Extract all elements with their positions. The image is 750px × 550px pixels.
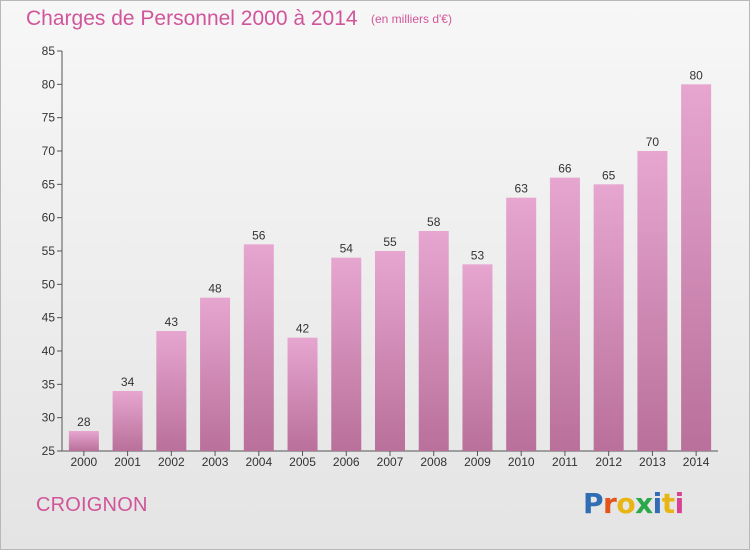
x-tick-label: 2001 (114, 455, 141, 469)
logo-letter: x (635, 487, 653, 520)
bar-2003[interactable] (200, 297, 231, 451)
x-tick-label: 2008 (420, 455, 447, 469)
logo-letter: o (616, 487, 636, 520)
logo-letter: P (583, 487, 604, 520)
x-tick-label: 2014 (683, 455, 710, 469)
data-label-2006: 54 (340, 242, 354, 256)
bar-2013[interactable] (637, 151, 668, 451)
x-tick-label: 2003 (202, 455, 229, 469)
y-tick-label: 70 (42, 144, 56, 158)
bar-2008[interactable] (418, 231, 449, 451)
x-tick-label: 2012 (595, 455, 622, 469)
y-tick-label: 45 (42, 311, 56, 325)
x-tick-label: 2009 (464, 455, 491, 469)
bar-2009[interactable] (462, 264, 493, 451)
chart-subtitle: (en milliers d'€) (371, 12, 452, 26)
y-tick-label: 40 (42, 344, 56, 358)
data-label-2003: 48 (208, 282, 222, 296)
data-label-2012: 65 (602, 168, 616, 182)
data-label-2014: 80 (689, 68, 703, 82)
bar-2000[interactable] (68, 431, 99, 451)
y-tick-label: 60 (42, 211, 56, 225)
chart-title: Charges de Personnel 2000 à 2014 (26, 7, 358, 30)
data-label-2005: 42 (296, 322, 310, 336)
data-label-2001: 34 (121, 375, 135, 389)
y-tick-label: 50 (42, 277, 56, 291)
data-label-2004: 56 (252, 228, 266, 242)
data-label-2011: 66 (558, 162, 572, 176)
data-label-2009: 53 (471, 248, 485, 262)
bar-2006[interactable] (331, 257, 362, 451)
logo-letter: i (674, 487, 685, 520)
y-tick-label: 30 (42, 411, 56, 425)
bar-2011[interactable] (549, 177, 580, 451)
logo-letter: i (652, 487, 663, 520)
logo-letter: r (603, 487, 617, 520)
bar-2010[interactable] (506, 197, 537, 451)
bar-2014[interactable] (681, 84, 712, 451)
y-tick-label: 75 (42, 111, 56, 125)
x-tick-label: 2011 (552, 455, 578, 469)
data-label-2008: 58 (427, 215, 441, 229)
x-tick-label: 2002 (158, 455, 185, 469)
y-tick-label: 85 (42, 44, 56, 58)
data-label-2007: 55 (383, 235, 397, 249)
x-tick-label: 2006 (333, 455, 360, 469)
data-label-2000: 28 (77, 415, 91, 429)
x-tick-label: 2004 (245, 455, 272, 469)
x-tick-label: 2007 (377, 455, 404, 469)
data-label-2013: 70 (646, 135, 660, 149)
logo-letter: t (661, 487, 675, 520)
bar-2007[interactable] (375, 251, 405, 451)
y-tick-label: 25 (42, 444, 56, 458)
bar-2002[interactable] (156, 331, 187, 451)
y-tick-label: 65 (42, 177, 56, 191)
bar-2005[interactable] (287, 337, 318, 451)
data-label-2010: 63 (515, 182, 529, 196)
data-label-2002: 43 (165, 315, 179, 329)
bar-2001[interactable] (112, 391, 143, 451)
y-tick-label: 55 (42, 244, 56, 258)
x-tick-label: 2013 (639, 455, 666, 469)
x-tick-label: 2005 (289, 455, 316, 469)
y-tick-label: 80 (42, 77, 56, 91)
proxiti-logo[interactable]: Proxiti (583, 487, 684, 520)
commune-name: CROIGNON (36, 494, 148, 516)
bar-2012[interactable] (593, 184, 624, 452)
y-tick-label: 35 (42, 377, 56, 391)
x-tick-label: 2000 (71, 455, 98, 469)
bar-2004[interactable] (243, 244, 274, 451)
x-tick-label: 2010 (508, 455, 535, 469)
